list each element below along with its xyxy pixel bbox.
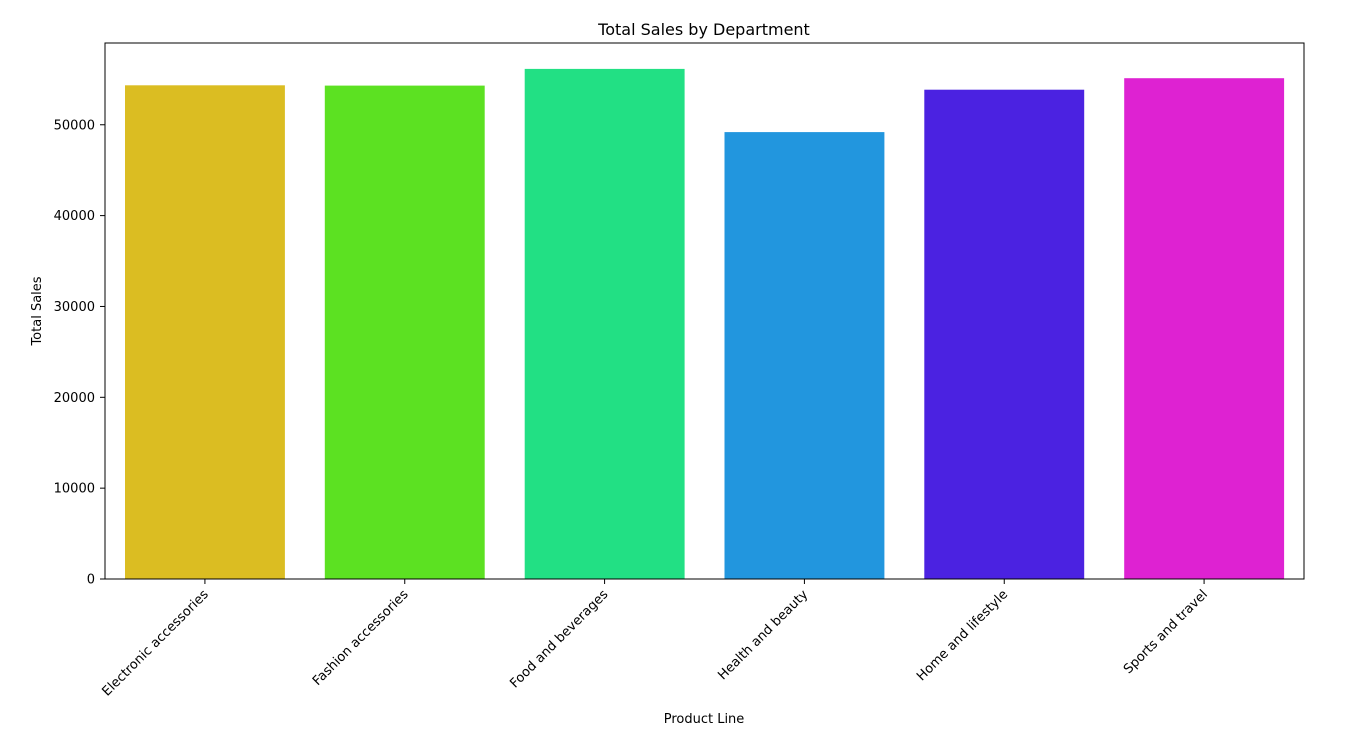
- y-tick-label-0: 0: [87, 573, 95, 588]
- x-tick-label-4: Home and lifestyle: [914, 587, 1011, 684]
- bar-5: [1124, 78, 1285, 579]
- plot-frame: [104, 42, 1305, 580]
- y-tick-label-5: 50000: [54, 118, 95, 133]
- y-tick-label-4: 40000: [54, 209, 95, 224]
- y-axis-label: Total Sales: [30, 276, 45, 346]
- bars-group: [125, 68, 1285, 580]
- bar-2: [524, 68, 685, 580]
- bar-4: [924, 89, 1085, 579]
- y-tick-label-3: 30000: [54, 300, 95, 315]
- x-tick-label-2: Food and beverages: [507, 587, 611, 691]
- y-axis: 0 10000 20000 30000 40000 50000: [54, 118, 105, 588]
- x-tick-label-3: Health and beauty: [715, 587, 811, 683]
- bar-1: [324, 85, 485, 579]
- chart-title: Total Sales by Department: [597, 20, 810, 39]
- x-axis-label: Product Line: [664, 712, 745, 727]
- x-tick-label-1: Fashion accessories: [310, 587, 412, 689]
- y-tick-label-2: 20000: [54, 391, 95, 406]
- x-tick-label-0: Electronic accessories: [100, 587, 212, 699]
- x-axis: Electronic accessories Fashion accessorie…: [100, 579, 1211, 699]
- x-tick-label-5: Sports and travel: [1121, 587, 1211, 677]
- bar-3: [724, 132, 885, 579]
- y-tick-label-1: 10000: [54, 482, 95, 497]
- bar-0: [125, 85, 285, 580]
